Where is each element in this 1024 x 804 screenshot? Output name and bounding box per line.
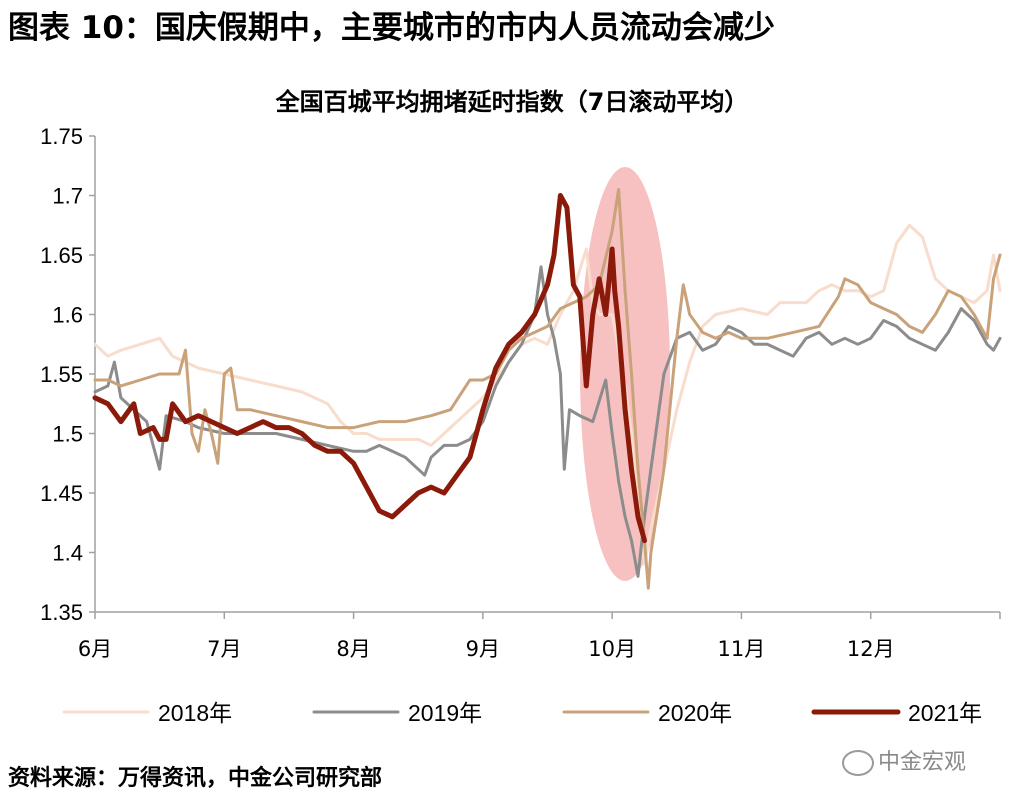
y-tick-label: 1.75 [40,124,83,149]
y-tick-label: 1.6 [52,303,83,328]
y-ticks: 1.35 1.4 1.45 1.5 1.55 1.6 1.65 1.7 1.75 [40,124,95,625]
source-note: 资料来源：万得资讯，中金公司研究部 [8,766,383,791]
legend-label: 2021年 [908,700,982,726]
figure-title: 图表 10：国庆假期中，主要城市的市内人员流动会减少 [8,10,775,46]
x-tick-label: 10月 [588,637,636,661]
x-tick-label: 9月 [466,637,500,661]
x-tick-label: 7月 [207,637,241,661]
watermark: 中金宏观 [842,744,966,776]
watermark-text: 中金宏观 [878,750,967,775]
wechat-icon [842,750,874,776]
series-line-2021年 [92,193,647,544]
y-tick-label: 1.55 [40,362,83,387]
y-tick-label: 1.35 [40,600,83,625]
x-tick-label: 6月 [78,637,112,661]
legend-label: 2019年 [408,700,482,726]
series-line-2019年 [93,265,1002,578]
x-tick-label: 8月 [336,637,370,661]
line-chart: 1.35 1.4 1.45 1.5 1.55 1.6 1.65 1.7 1.75 6月 7月 8月 9… [40,124,1002,726]
y-tick-label: 1.5 [52,422,83,447]
legend: 2018年 2019年 2020年 2021年 [62,700,982,726]
y-tick-label: 1.45 [40,481,83,506]
x-ticks: 6月 7月 8月 9月 10月 11月 12月 [78,612,1001,661]
chart-title: 全国百城平均拥堵延时指数（7日滚动平均） [275,88,749,116]
series-line-2020年 [93,188,1002,590]
series-lines [92,188,1002,590]
series-line-2018年 [93,223,1002,566]
y-tick-label: 1.4 [52,541,83,566]
x-tick-label: 12月 [847,637,895,661]
y-tick-label: 1.65 [40,243,83,268]
x-tick-label: 11月 [718,637,766,661]
legend-label: 2018年 [158,700,232,726]
y-tick-label: 1.7 [52,184,83,209]
legend-label: 2020年 [658,700,732,726]
